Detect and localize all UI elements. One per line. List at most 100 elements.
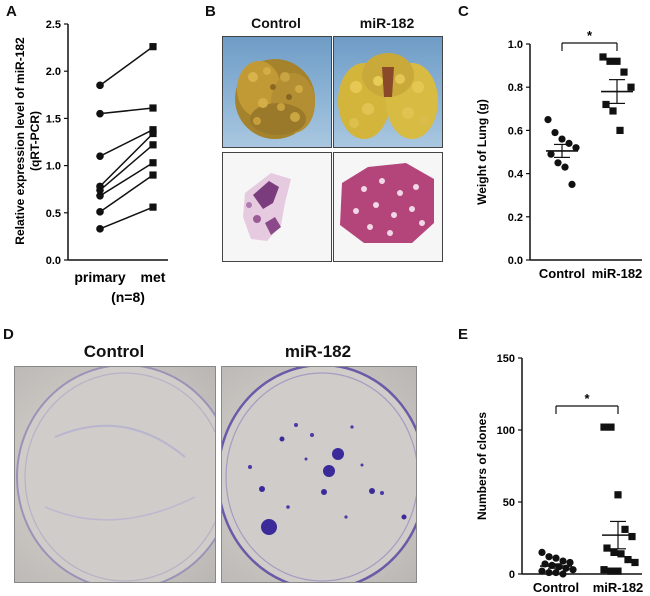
panel-letter-c: C xyxy=(458,3,469,20)
data-point-c xyxy=(599,53,607,61)
y-tick-label-c: 0.2 xyxy=(508,212,523,224)
data-point-e xyxy=(600,566,608,574)
pair-line-a xyxy=(99,162,154,197)
data-point-c xyxy=(609,107,617,115)
y-tick-label-c: 0.4 xyxy=(508,169,524,181)
plate-image-mir182 xyxy=(222,367,416,582)
histology-image-control xyxy=(243,173,291,241)
data-point-a xyxy=(96,192,104,200)
y-axis-title-a-line1: Relative expression level of miR-182 xyxy=(13,37,27,245)
y-tick-label-c: 0.8 xyxy=(508,82,523,94)
y-tick-label-c: 0.0 xyxy=(508,255,523,267)
chart-a: Relative expression level of miR-182 (qR… xyxy=(13,19,168,305)
pair-line-a xyxy=(99,206,154,230)
plate-photo-mir182 xyxy=(221,366,417,583)
data-point-a xyxy=(149,126,157,134)
category-label-a: met xyxy=(141,269,166,285)
y-axis-title-c: Weight of Lung (g) xyxy=(475,99,489,205)
chart-e: Numbers of clones 0 50 100 150 Control miR-18… xyxy=(475,353,644,595)
data-point-e xyxy=(545,568,553,577)
data-point-c xyxy=(616,126,624,134)
sample-size-label-a: (n=8) xyxy=(111,289,145,305)
data-point-a xyxy=(149,104,157,112)
lung-photo-mir182 xyxy=(333,36,443,148)
data-point-c xyxy=(547,150,555,158)
data-point-a xyxy=(149,159,157,167)
data-point-c xyxy=(554,159,562,167)
data-point-e xyxy=(603,544,611,552)
y-tick-label-e: 0 xyxy=(509,569,515,581)
category-label-a: primary xyxy=(74,269,126,285)
data-point-c xyxy=(613,57,621,65)
data-point-e xyxy=(538,548,546,556)
data-point-a xyxy=(96,186,104,194)
pair-line-a xyxy=(99,46,154,86)
category-label-e: Control xyxy=(533,580,579,595)
category-label-c: miR-182 xyxy=(592,266,643,281)
data-point-a xyxy=(96,109,104,118)
data-point-e xyxy=(607,423,615,431)
col-title-d-mir182: miR-182 xyxy=(284,342,352,361)
pair-line-a xyxy=(99,144,154,191)
data-point-a xyxy=(149,129,157,138)
data-point-a xyxy=(96,81,104,90)
y-tick-label-a: 1.5 xyxy=(46,113,61,125)
data-point-c xyxy=(620,68,628,76)
y-tick-label-c: 1.0 xyxy=(508,39,523,51)
lung-photo-control xyxy=(222,36,332,148)
col-title-b-mir182: miR-182 xyxy=(359,15,415,31)
col-title-d-control: Control xyxy=(83,342,145,361)
lung-image-mir182 xyxy=(338,53,438,139)
data-point-e xyxy=(552,568,560,577)
histology-mir182 xyxy=(333,152,443,262)
data-point-c xyxy=(572,144,580,152)
data-point-e xyxy=(566,558,574,567)
panel-letter-b: B xyxy=(205,3,216,20)
data-point-a xyxy=(149,141,157,149)
data-point-e xyxy=(600,423,608,431)
data-point-e xyxy=(610,548,618,556)
chart-c: Weight of Lung (g) 0.0 0.2 0.4 0.6 0.8 1.0 Con… xyxy=(475,28,643,281)
y-tick-label-a: 2.5 xyxy=(46,19,61,31)
data-point-e xyxy=(628,532,636,541)
pair-line-a xyxy=(99,132,154,187)
data-point-e xyxy=(552,554,560,562)
data-point-a xyxy=(96,225,104,233)
pair-line-a xyxy=(99,129,154,157)
panel-letter-a: A xyxy=(6,3,17,20)
data-point-a xyxy=(96,152,104,160)
data-point-e xyxy=(617,550,625,558)
y-tick-label-a: 2.0 xyxy=(46,66,61,78)
panel-letter-d: D xyxy=(3,326,14,343)
data-point-e xyxy=(614,491,622,499)
data-point-c xyxy=(568,180,576,188)
y-axis-title-a-line2: (qRT-PCR) xyxy=(28,111,42,171)
data-point-c xyxy=(606,57,614,65)
data-point-a xyxy=(96,208,104,216)
y-tick-label-e: 100 xyxy=(497,425,515,437)
y-tick-label-e: 150 xyxy=(497,353,515,365)
histology-image-mir182 xyxy=(340,163,434,243)
y-tick-label-a: 0.5 xyxy=(46,208,61,220)
category-label-e: miR-182 xyxy=(593,580,644,595)
lung-image-control xyxy=(235,59,315,139)
data-point-c xyxy=(558,135,566,143)
data-point-e xyxy=(545,553,553,561)
data-point-c xyxy=(561,163,569,171)
y-tick-label-a: 1.0 xyxy=(46,161,61,173)
data-point-a xyxy=(149,171,157,179)
y-tick-label-c: 0.6 xyxy=(508,125,523,137)
data-point-e xyxy=(559,570,567,578)
y-tick-label-e: 50 xyxy=(503,497,515,509)
y-axis-title-e: Numbers of clones xyxy=(475,412,489,520)
data-point-c xyxy=(544,116,552,124)
significance-star-e: * xyxy=(584,391,590,406)
data-point-e xyxy=(621,525,629,533)
data-point-a xyxy=(149,203,157,211)
col-title-b-control: Control xyxy=(251,15,301,31)
data-point-c xyxy=(551,128,559,137)
data-point-e xyxy=(614,567,622,575)
panel-letter-e: E xyxy=(458,326,469,343)
y-tick-label-a: 0.0 xyxy=(46,255,61,267)
